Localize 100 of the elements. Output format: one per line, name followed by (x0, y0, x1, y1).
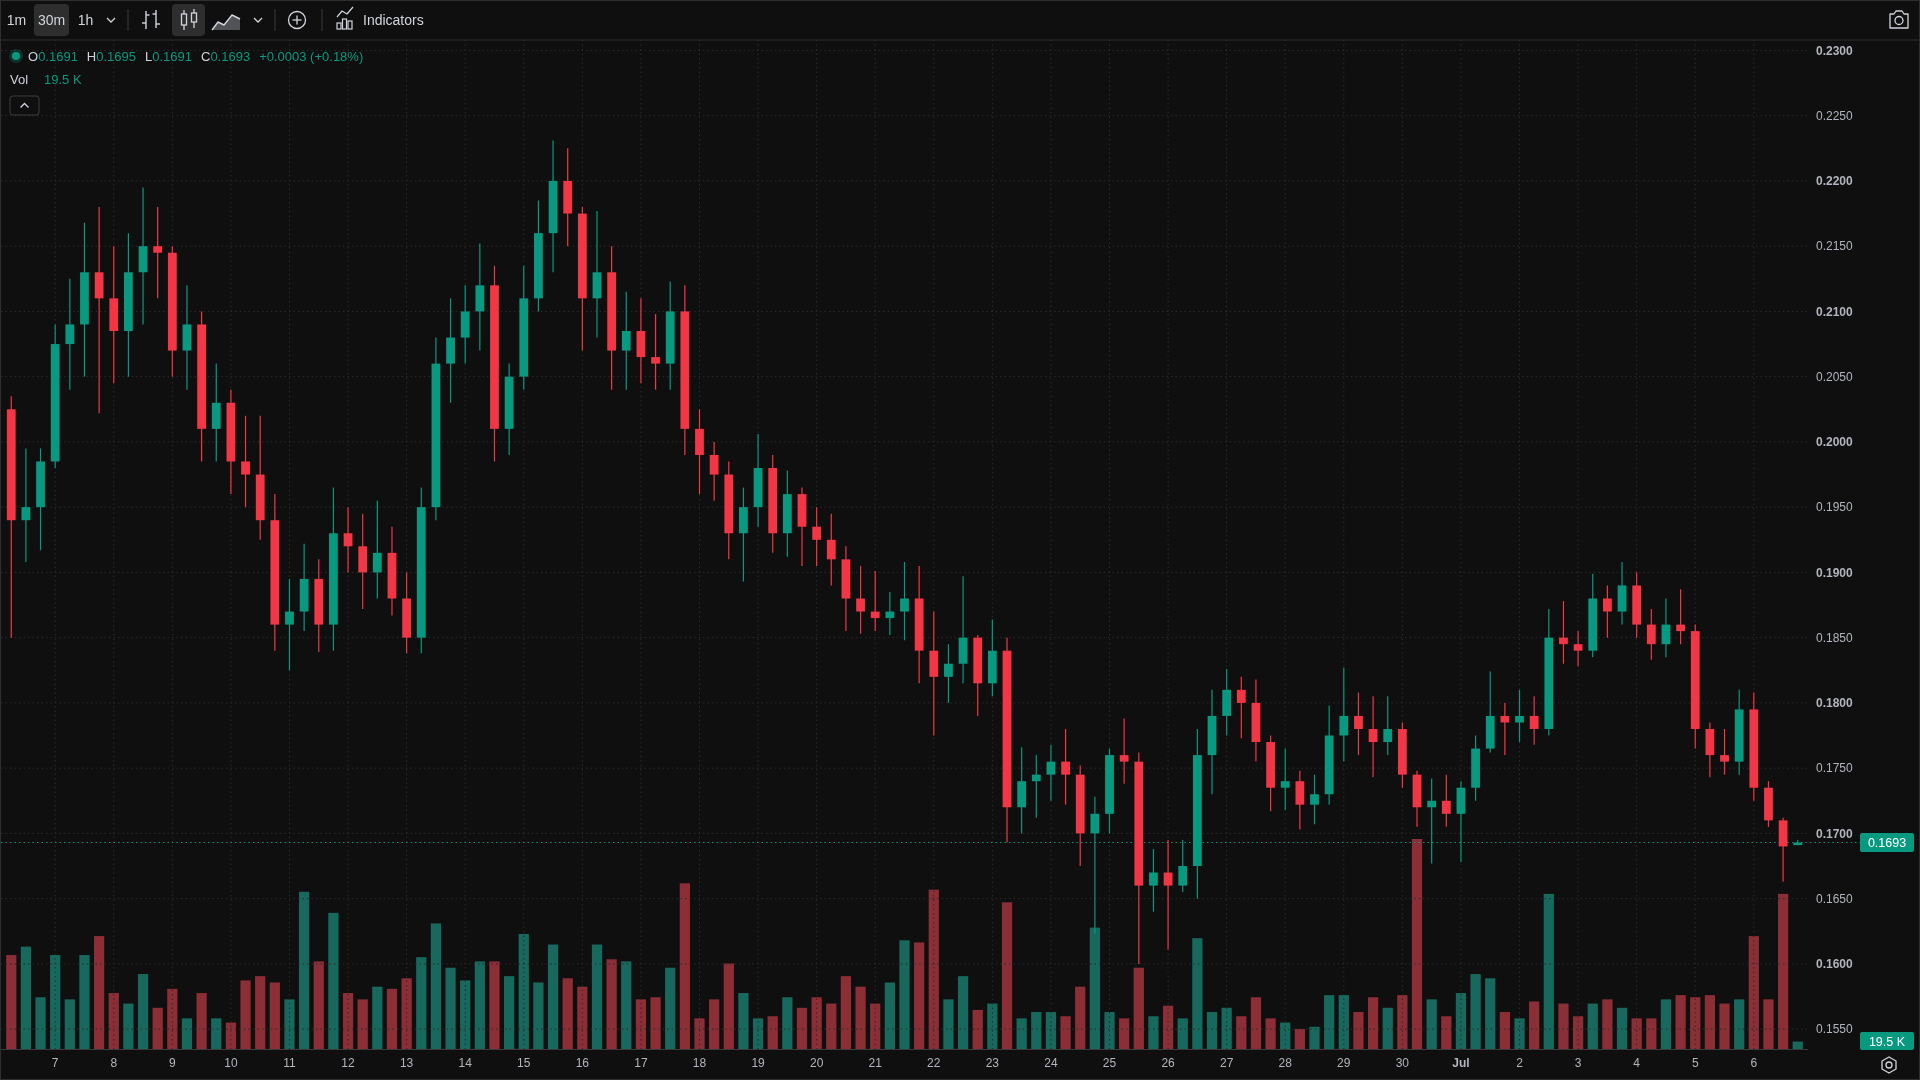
bar (1177, 1018, 1188, 1050)
candlestick (65, 278, 75, 391)
x-tick-label: 7 (51, 1056, 59, 1070)
bar (416, 957, 427, 1050)
candlestick (1310, 774, 1319, 825)
y-tick-label: 0.1600 (1816, 957, 1854, 972)
y-tick-label: 0.1950 (1816, 500, 1854, 515)
bar (386, 988, 398, 1050)
bar (6, 955, 17, 1050)
bar (709, 999, 720, 1050)
bar (606, 959, 617, 1050)
candlestick (1354, 691, 1363, 756)
x-tick-label: 23 (985, 1056, 1000, 1070)
candlestick (1602, 584, 1612, 639)
y-tick-label: 0.1750 (1816, 761, 1854, 776)
bar (1675, 995, 1686, 1050)
candlestick (1295, 770, 1305, 831)
annotation: O0.1691 (28, 48, 78, 64)
candlestick (285, 578, 294, 671)
bar (1441, 1016, 1452, 1050)
bar (372, 986, 383, 1050)
x-tick-label: 14 (458, 1056, 473, 1070)
bar (1763, 999, 1774, 1050)
x-tick-label: 25 (1102, 1056, 1117, 1070)
y-tick-label: 0.1800 (1816, 696, 1854, 711)
candlestick (1236, 676, 1246, 739)
bar (181, 1018, 193, 1050)
x-tick-label: 16 (575, 1056, 590, 1070)
text: 19.5 K (1868, 1034, 1906, 1049)
y-tick-label: 0.2300 (1816, 43, 1854, 58)
x-tick-label: 13 (399, 1056, 414, 1070)
bar (1192, 938, 1203, 1050)
candlestick (1646, 608, 1656, 661)
bar (665, 967, 676, 1050)
bar (1309, 1026, 1320, 1050)
candlestick (1720, 728, 1729, 776)
bar (504, 976, 515, 1050)
bar (694, 1018, 705, 1050)
candlestick (1149, 848, 1158, 913)
bar (1382, 1007, 1393, 1050)
bar (1324, 995, 1335, 1050)
bar (591, 944, 603, 1050)
x-tick-label: 6 (1750, 1056, 1758, 1070)
bar (1016, 1018, 1027, 1050)
x-tick-label: 4 (1633, 1056, 1641, 1070)
y-tick-label: 0.2000 (1816, 435, 1854, 450)
candlestick (1500, 702, 1510, 756)
bar (298, 891, 310, 1050)
candlestick (1676, 588, 1685, 645)
x-tick-label: 5 (1691, 1056, 1699, 1070)
bar (621, 961, 632, 1050)
bar (650, 997, 661, 1050)
bar (123, 1003, 134, 1050)
bar (1631, 1018, 1642, 1050)
bar (1719, 1003, 1730, 1050)
annotation: C0.1693 (201, 48, 251, 64)
bar (928, 889, 939, 1050)
candlestick (1529, 695, 1539, 746)
candlestick (372, 500, 382, 600)
bar (1748, 936, 1759, 1050)
y-tick-label: 0.1850 (1816, 630, 1854, 645)
bar (547, 944, 559, 1050)
bar (972, 1009, 983, 1050)
bar (401, 978, 412, 1050)
candlestick (856, 565, 865, 635)
x-tick-label: 8 (110, 1056, 118, 1070)
candlestick (885, 591, 895, 636)
bar (1236, 1016, 1247, 1050)
bar (1338, 995, 1349, 1050)
bar (489, 961, 500, 1050)
annotation: L0.1691 (145, 48, 193, 64)
text: 1m (6, 12, 27, 28)
bar (782, 997, 793, 1050)
x-tick-label: 26 (1161, 1056, 1176, 1070)
bar (679, 883, 690, 1050)
candlestick (1559, 600, 1568, 665)
bar (1543, 893, 1554, 1050)
bar (562, 978, 573, 1050)
candlestick (1383, 695, 1393, 756)
bar (1470, 974, 1481, 1050)
chart-title: Vol (10, 72, 29, 87)
bar (1148, 1016, 1159, 1050)
candlestick (812, 506, 822, 567)
candlestick (1031, 754, 1041, 819)
bar (35, 997, 46, 1050)
x-tick-label: 29 (1337, 1056, 1351, 1070)
candlestick (826, 513, 836, 587)
candlestick (1119, 717, 1129, 785)
bar (1587, 1003, 1598, 1050)
candlestick (343, 506, 353, 573)
candlestick (1046, 744, 1056, 802)
bar (1133, 967, 1144, 1050)
bar (1529, 1001, 1540, 1050)
bar (1031, 1012, 1042, 1050)
x-tick-label: 27 (1219, 1056, 1234, 1070)
bar (533, 982, 544, 1050)
bar (957, 976, 969, 1050)
y-tick-label: 0.2250 (1816, 108, 1854, 123)
x-tick-label: 2 (1516, 1056, 1524, 1070)
text: Indicators (363, 12, 424, 28)
